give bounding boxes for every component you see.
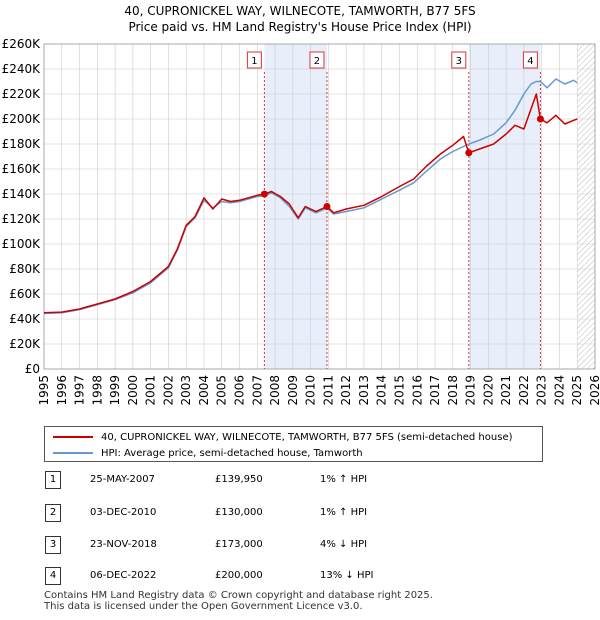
x-tick-label: 2012: [339, 375, 353, 406]
y-tick-label: £180K: [2, 137, 42, 151]
sale-marker-box: [451, 51, 467, 69]
y-tick-label: £220K: [2, 87, 42, 101]
x-tick-label: 2015: [392, 375, 406, 406]
footer-line-licence: This data is licensed under the Open Gov…: [44, 601, 363, 612]
sale-hpi-relation: 1% ↑ HPI: [320, 474, 368, 485]
property-price-line: [43, 93, 578, 314]
sale-row: 2 03-DEC-2010 £130,000 1% ↑ HPI: [0, 503, 600, 525]
y-tick-label: £160K: [2, 162, 42, 176]
x-tick-label: 2020: [481, 375, 495, 406]
sale-row: 1 25-MAY-2007 £139,950 1% ↑ HPI: [0, 470, 600, 492]
x-tick-label: 2019: [464, 375, 478, 406]
x-tick-label: 2000: [126, 375, 140, 406]
shaded-period: [468, 44, 541, 369]
sale-hpi-relation: 4% ↓ HPI: [320, 539, 368, 550]
y-tick-label: £40K: [9, 312, 41, 326]
sale-hpi-relation: 1% ↑ HPI: [320, 507, 368, 518]
x-tick-label: 2017: [428, 375, 442, 406]
x-tick-label: 2006: [233, 375, 247, 406]
sale-price: £130,000: [215, 507, 263, 518]
sale-point: [323, 203, 331, 210]
sale-marker-label: 4: [527, 56, 533, 67]
sale-price: £173,000: [215, 539, 263, 550]
x-tick-label: 2002: [161, 375, 175, 406]
chart-title-address: 40, CUPRONICKEL WAY, WILNECOTE, TAMWORTH…: [124, 4, 476, 18]
sale-row: 3 23-NOV-2018 £173,000 4% ↓ HPI: [0, 535, 600, 557]
x-tick-label: 1999: [108, 375, 122, 406]
legend-label-hpi: HPI: Average price, semi-detached house,…: [101, 447, 363, 459]
x-tick-label: 2009: [286, 375, 300, 406]
sale-point: [465, 149, 473, 157]
sale-marker-box: [309, 51, 325, 69]
sale-date: 03-DEC-2010: [90, 507, 157, 518]
x-tick-label: 1996: [55, 375, 69, 406]
x-tick-label: 2021: [499, 375, 513, 406]
x-tick-label: 2010: [304, 375, 318, 406]
y-tick-label: £20K: [9, 337, 41, 351]
sale-hpi-relation: 13% ↓ HPI: [320, 570, 374, 581]
sale-price: £200,000: [215, 570, 263, 581]
x-tick-label: 1997: [73, 375, 87, 406]
x-tick-label: 2013: [357, 375, 371, 406]
x-tick-label: 2018: [446, 375, 460, 406]
sale-marker-label: 2: [314, 56, 320, 67]
y-tick-label: £100K: [2, 237, 42, 251]
footer-line-copyright: Contains HM Land Registry data © Crown c…: [44, 590, 433, 601]
x-tick-label: 2004: [197, 375, 211, 406]
sale-marker-label: 3: [456, 56, 462, 67]
x-tick-label: 2005: [215, 375, 229, 406]
sale-date: 23-NOV-2018: [90, 539, 157, 550]
y-tick-label: £0: [25, 362, 40, 376]
sale-marker-label: 1: [251, 56, 257, 67]
x-tick-label: 2001: [144, 375, 158, 406]
x-tick-label: 2003: [179, 375, 193, 406]
x-tick-label: 2026: [588, 375, 600, 406]
y-tick-label: £60K: [9, 287, 41, 301]
y-tick-label: £260K: [2, 37, 42, 51]
x-tick-label: 2023: [535, 375, 549, 406]
sale-date: 06-DEC-2022: [90, 570, 157, 581]
y-tick-label: £140K: [2, 187, 42, 201]
x-tick-label: 2008: [268, 375, 282, 406]
y-tick-label: £240K: [2, 62, 42, 76]
forecast-hatch: [577, 44, 595, 369]
sale-number-badge: 3: [45, 536, 61, 554]
x-tick-label: 2014: [375, 375, 389, 406]
y-tick-label: £200K: [2, 112, 42, 126]
x-tick-label: 2011: [321, 375, 335, 406]
chart-legend: 40, CUPRONICKEL WAY, WILNECOTE, TAMWORTH…: [44, 426, 543, 462]
legend-swatch-property: [53, 436, 93, 438]
x-tick-label: 1995: [37, 375, 51, 406]
sale-row: 4 06-DEC-2022 £200,000 13% ↓ HPI: [0, 566, 600, 588]
x-tick-label: 2022: [517, 375, 531, 406]
legend-swatch-hpi: [53, 452, 93, 454]
chart-title-subtitle: Price paid vs. HM Land Registry's House …: [128, 20, 472, 34]
x-tick-label: 2016: [410, 375, 424, 406]
y-tick-label: £80K: [9, 262, 41, 276]
sale-point: [536, 115, 544, 123]
legend-item-hpi: HPI: Average price, semi-detached house,…: [53, 446, 363, 460]
sale-price: £139,950: [215, 474, 263, 485]
y-tick-label: £120K: [2, 212, 42, 226]
sale-date: 25-MAY-2007: [90, 474, 156, 485]
x-tick-label: 2007: [250, 375, 264, 406]
sale-point: [260, 190, 268, 198]
sale-marker-box: [246, 51, 262, 69]
x-tick-label: 2025: [570, 375, 584, 406]
footer-attribution: Contains HM Land Registry data © Crown c…: [44, 590, 433, 612]
shaded-period: [264, 44, 327, 369]
legend-label-property: 40, CUPRONICKEL WAY, WILNECOTE, TAMWORTH…: [101, 431, 513, 443]
sale-marker-box: [522, 51, 538, 69]
price-chart: £0 £20K £40K £60K £80K £100K £120K £140K £160K £1…: [2, 37, 600, 406]
plot-frame: [43, 43, 596, 370]
sale-number-badge: 1: [45, 471, 61, 489]
sale-number-badge: 4: [45, 567, 61, 585]
x-tick-label: 2024: [552, 375, 566, 406]
legend-item-property: 40, CUPRONICKEL WAY, WILNECOTE, TAMWORTH…: [53, 430, 513, 444]
sale-number-badge: 2: [45, 504, 61, 522]
x-tick-label: 1998: [90, 375, 104, 406]
